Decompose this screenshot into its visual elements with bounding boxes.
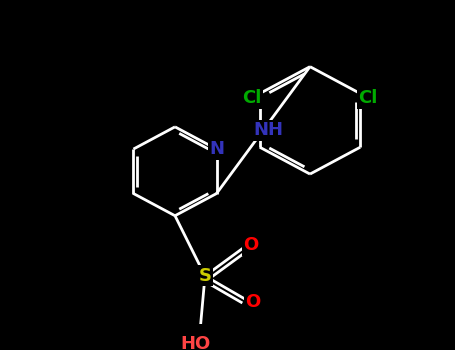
Text: HO: HO [180, 335, 210, 350]
Text: Cl: Cl [359, 89, 378, 107]
Text: O: O [245, 293, 261, 311]
Text: S: S [198, 267, 212, 285]
Text: O: O [243, 236, 258, 254]
Text: NH: NH [253, 121, 283, 139]
Text: N: N [209, 140, 224, 158]
Text: Cl: Cl [242, 89, 262, 107]
